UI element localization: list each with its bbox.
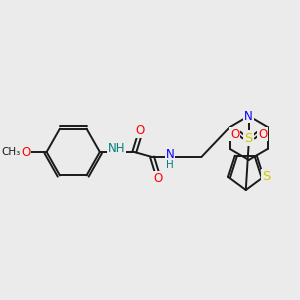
Text: S: S — [262, 170, 271, 183]
Text: NH: NH — [108, 142, 125, 155]
Text: O: O — [21, 146, 31, 158]
Text: O: O — [153, 172, 163, 184]
Text: H: H — [166, 160, 174, 170]
Text: O: O — [258, 128, 267, 140]
Text: N: N — [244, 110, 253, 122]
Text: O: O — [136, 124, 145, 137]
Text: CH₃: CH₃ — [2, 147, 21, 157]
Text: O: O — [230, 128, 239, 140]
Text: N: N — [166, 148, 174, 161]
Text: S: S — [244, 131, 253, 145]
